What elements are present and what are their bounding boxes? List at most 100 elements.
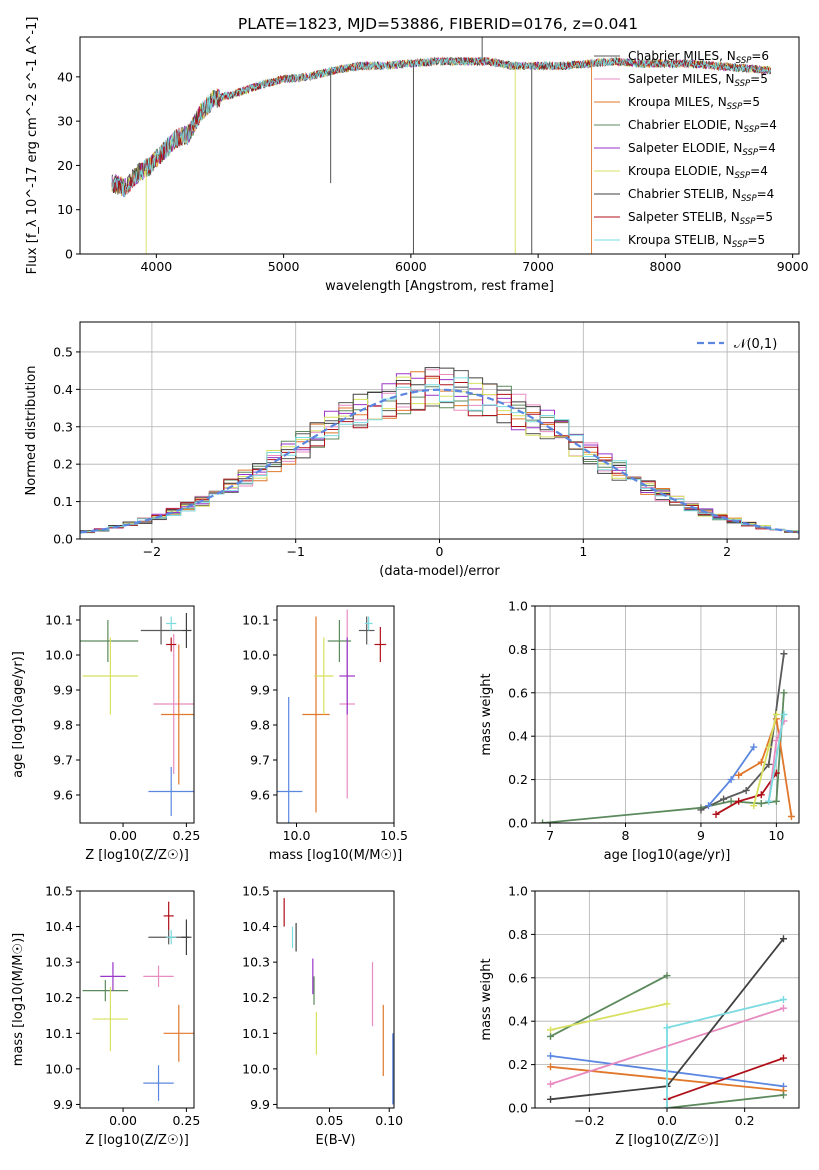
y-tick-label: 30 <box>57 114 73 129</box>
x-tick-label: 8 <box>622 828 630 843</box>
x-axis-label: Z [log10(Z/Z☉)] <box>615 1133 719 1148</box>
legend-nssp-count: =4 <box>757 187 775 201</box>
legend-nssp-prefix: , N <box>723 210 740 224</box>
weight-marker <box>779 935 787 943</box>
legend-model-name: Salpeter STELIB <box>628 210 723 224</box>
y-tick-label: 0.0 <box>508 1101 528 1116</box>
weight-marker <box>765 797 773 805</box>
legend-nssp-prefix: , N <box>710 95 727 109</box>
y-tick-label: 9.9 <box>250 1097 270 1112</box>
y-tick-label: 0.2 <box>508 1057 528 1072</box>
legend-subscript: SSP <box>735 79 751 89</box>
weight-marker <box>704 802 712 810</box>
y-tick-label: 10.4 <box>242 919 270 934</box>
y-axis-label: mass weight <box>479 958 494 1040</box>
legend-nssp-prefix: , N <box>727 118 744 132</box>
weight-marker <box>547 1026 555 1034</box>
axes-frame <box>79 321 800 540</box>
legend-subscript: SSP <box>727 102 743 112</box>
figure-title: PLATE=1823, MJD=53886, FIBERID=0176, z=0… <box>238 15 638 33</box>
plot-area <box>277 609 387 823</box>
legend-label: Salpeter ELODIE, NSSP=4 <box>628 141 776 158</box>
y-tick-label: 9.8 <box>53 718 73 733</box>
legend-label: Salpeter MILES, NSSP=5 <box>628 72 768 89</box>
histogram-steps <box>80 377 799 533</box>
y-tick-label: 10.3 <box>242 955 270 970</box>
legend-subscript: SSP <box>741 194 757 204</box>
x-tick-label: 0.10 <box>375 1113 403 1128</box>
age-vs-mass-panel: 10.0 10.5 9.6 9.7 9.8 9.9 10.0 10.1 mass [log10(… <box>242 605 408 863</box>
x-tick-label: 1 <box>579 544 587 559</box>
weight-marker <box>765 743 773 751</box>
y-tick-label: 9.9 <box>53 683 73 698</box>
x-tick-label: 5000 <box>268 259 300 274</box>
weight-marker <box>712 810 720 818</box>
y-tick-label: 0.5 <box>53 344 73 359</box>
legend-model-name: Kroupa MILES <box>628 95 710 109</box>
weight-marker <box>663 1024 671 1032</box>
legend-model-name: Kroupa ELODIE <box>628 164 718 178</box>
y-tick-label: 10.1 <box>45 613 73 628</box>
weight-marker <box>547 1032 555 1040</box>
weight-marker <box>779 996 787 1003</box>
mass-vs-extinction-panel: 0.05 0.10 9.9 10.0 10.1 10.2 10.3 10.4 10.5 E(B-V… <box>242 884 403 1149</box>
weight-marker <box>750 743 758 751</box>
weight-line <box>738 718 793 817</box>
plot-area <box>547 935 787 1108</box>
weight-marker <box>757 758 765 766</box>
legend-label: Kroupa ELODIE, NSSP=4 <box>628 164 768 181</box>
weight-marker <box>547 1063 555 1071</box>
x-tick-label: 8000 <box>649 259 681 274</box>
weight-line <box>715 772 778 816</box>
x-axis-label: wavelength [Angstrom, rest frame] <box>325 279 554 294</box>
y-tick-label: 20 <box>57 158 73 173</box>
legend-nssp-prefix: , N <box>726 141 743 155</box>
y-tick-label: 9.9 <box>53 1097 73 1112</box>
y-tick-label: 0.4 <box>508 1014 528 1029</box>
y-tick-label: 10.1 <box>242 613 270 628</box>
weight-marker <box>787 812 795 820</box>
axes-frame <box>276 890 395 1109</box>
plot-area <box>80 613 194 816</box>
legend-subscript: SSP <box>735 171 751 181</box>
y-tick-label: 10.3 <box>45 955 73 970</box>
y-axis-label: Normed distribution <box>24 366 39 496</box>
x-tick-label: 0.25 <box>172 1113 200 1128</box>
weight-vs-metallicity-panel: −0.2 0.0 0.2 0.0 0.2 0.4 0.6 0.8 1.0 Z [log10(Z/Z… <box>479 884 800 1148</box>
legend-label: Kroupa MILES, NSSP=5 <box>628 95 760 112</box>
y-tick-label: 9.6 <box>250 788 270 803</box>
y-tick-label: 10.0 <box>45 648 73 663</box>
weight-marker <box>547 1095 555 1103</box>
x-tick-label: 0.0 <box>657 1113 677 1128</box>
legend-nssp-prefix: , N <box>724 187 741 201</box>
y-tick-label: 0.6 <box>508 970 528 985</box>
y-tick-label: 10.2 <box>242 990 270 1005</box>
weight-marker <box>697 806 705 814</box>
legend-nssp-count: =5 <box>748 233 766 247</box>
legend-nssp-prefix: , N <box>719 49 736 63</box>
y-tick-label: 10.5 <box>45 884 73 899</box>
legend-subscript: SSP <box>740 217 756 227</box>
y-tick-label: 10.4 <box>45 919 73 934</box>
weight-marker <box>663 1000 671 1008</box>
legend-label: Chabrier MILES, NSSP=6 <box>628 49 769 66</box>
x-tick-label: 10 <box>768 828 784 843</box>
y-tick-label: 0 <box>65 247 73 262</box>
y-tick-label: 0.3 <box>53 419 73 434</box>
x-tick-label: 2 <box>723 544 731 559</box>
weight-marker <box>547 1052 555 1060</box>
weight-line <box>666 1094 784 1108</box>
weight-line <box>542 692 785 823</box>
legend-model-name: Chabrier MILES <box>628 49 719 63</box>
y-tick-label: 0.0 <box>508 816 528 831</box>
x-tick-label: 0 <box>436 544 444 559</box>
legend-label: 𝒩(0,1) <box>734 337 777 352</box>
y-tick-label: 0.4 <box>508 729 528 744</box>
axes-frame <box>534 890 800 1109</box>
x-tick-label: 7 <box>546 828 554 843</box>
legend-label: Kroupa STELIB, NSSP=5 <box>628 233 765 250</box>
y-tick-label: 9.9 <box>250 683 270 698</box>
legend-nssp-count: =4 <box>750 164 768 178</box>
weight-marker <box>750 802 758 810</box>
x-tick-label: 0.00 <box>109 828 137 843</box>
